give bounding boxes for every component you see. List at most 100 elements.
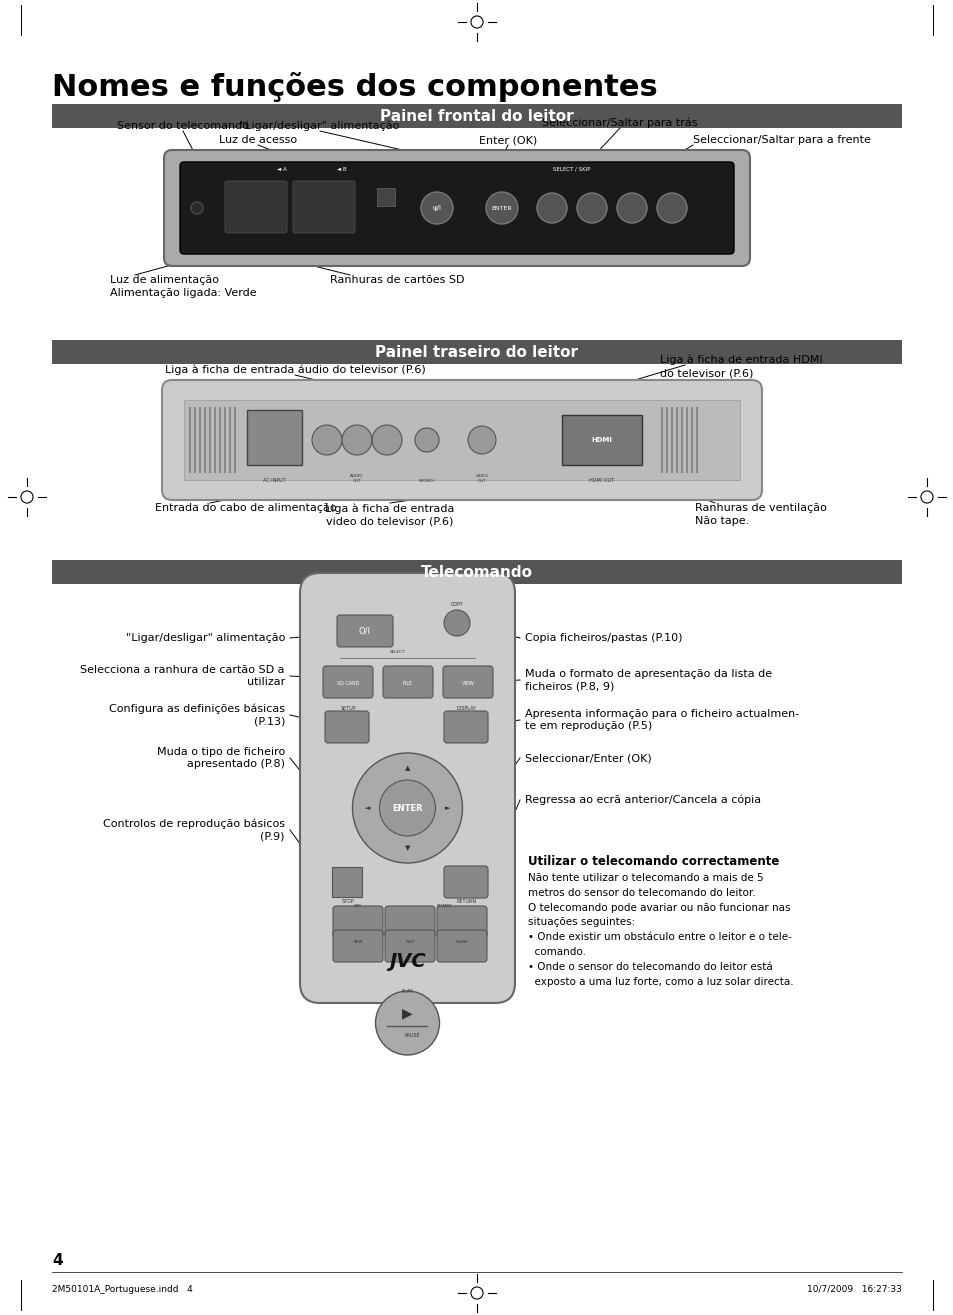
FancyBboxPatch shape: [299, 573, 515, 1003]
FancyBboxPatch shape: [561, 416, 641, 466]
Text: JVC: JVC: [389, 952, 425, 970]
Text: AC INPUT: AC INPUT: [262, 477, 285, 483]
Text: ψ/I: ψ/I: [432, 205, 441, 210]
Text: STOP: STOP: [341, 899, 354, 903]
Circle shape: [341, 425, 372, 455]
Text: Utilizar o telecomando correctamente: Utilizar o telecomando correctamente: [527, 855, 779, 868]
FancyBboxPatch shape: [52, 104, 901, 128]
Text: Copia ficheiros/pastas (P.10): Copia ficheiros/pastas (P.10): [524, 633, 681, 643]
Text: SELECT: SELECT: [390, 650, 405, 654]
Text: Luz de alimentação: Luz de alimentação: [110, 275, 219, 285]
FancyBboxPatch shape: [52, 560, 901, 584]
Text: SLOW: SLOW: [456, 940, 468, 944]
Circle shape: [577, 193, 606, 224]
Text: FILE: FILE: [402, 680, 413, 685]
Text: ◄ A: ◄ A: [276, 167, 287, 172]
FancyBboxPatch shape: [52, 341, 901, 364]
Text: ROTATE: ROTATE: [436, 903, 453, 907]
Text: VIEW: VIEW: [461, 680, 474, 685]
Text: Luz de acesso: Luz de acesso: [218, 135, 296, 145]
Text: REW: REW: [353, 940, 362, 944]
FancyBboxPatch shape: [376, 188, 395, 206]
Text: "Ligar/desligar" alimentação: "Ligar/desligar" alimentação: [126, 633, 285, 643]
FancyBboxPatch shape: [443, 867, 488, 898]
Text: SKP: SKP: [354, 903, 361, 907]
Text: Muda o formato de apresentação da lista de
ficheiros (P.8, 9): Muda o formato de apresentação da lista …: [524, 669, 771, 692]
Text: "Ligar/desligar" alimentação: "Ligar/desligar" alimentação: [240, 121, 399, 132]
Text: ▼: ▼: [404, 846, 410, 851]
Text: PLAY: PLAY: [401, 989, 413, 994]
FancyBboxPatch shape: [332, 867, 361, 897]
Text: HDMI OUT: HDMI OUT: [589, 477, 614, 483]
Text: Configura as definições básicas
(P.13): Configura as definições básicas (P.13): [109, 704, 285, 726]
FancyBboxPatch shape: [436, 930, 486, 963]
Text: (MONO): (MONO): [418, 479, 435, 483]
Text: Ranhuras de ventilação: Ranhuras de ventilação: [695, 504, 826, 513]
Circle shape: [372, 425, 401, 455]
Text: Regressa ao ecrã anterior/Cancela a cópia: Regressa ao ecrã anterior/Cancela a cópi…: [524, 794, 760, 805]
FancyBboxPatch shape: [162, 380, 761, 500]
Text: Seleccionar/Saltar para trás: Seleccionar/Saltar para trás: [541, 117, 697, 128]
Text: ►: ►: [444, 805, 450, 811]
Circle shape: [617, 193, 646, 224]
Circle shape: [537, 193, 566, 224]
Text: 2M50101A_Portuguese.indd   4: 2M50101A_Portuguese.indd 4: [52, 1285, 193, 1294]
Text: Liga à ficha de entrada áudio do televisor (P.6): Liga à ficha de entrada áudio do televis…: [165, 364, 425, 375]
Circle shape: [468, 426, 496, 454]
Text: COPY: COPY: [450, 602, 463, 608]
Text: Selecciona a ranhura de cartão SD a
utilizar: Selecciona a ranhura de cartão SD a util…: [80, 665, 285, 688]
Circle shape: [375, 992, 439, 1055]
Text: do televisor (P.6): do televisor (P.6): [659, 368, 753, 377]
Circle shape: [191, 203, 203, 214]
Text: Seleccionar/Enter (OK): Seleccionar/Enter (OK): [524, 753, 651, 763]
Text: SELECT / SKIP: SELECT / SKIP: [553, 166, 590, 171]
FancyBboxPatch shape: [442, 665, 493, 698]
Text: ▲: ▲: [404, 765, 410, 771]
Text: PAUSE: PAUSE: [404, 1034, 420, 1038]
Circle shape: [485, 192, 517, 224]
FancyBboxPatch shape: [323, 665, 373, 698]
FancyBboxPatch shape: [325, 711, 369, 743]
FancyBboxPatch shape: [436, 906, 486, 938]
FancyBboxPatch shape: [247, 410, 302, 466]
Text: 10/7/2009   16:27:33: 10/7/2009 16:27:33: [806, 1285, 901, 1294]
Text: ENTER: ENTER: [392, 803, 422, 813]
FancyBboxPatch shape: [385, 930, 435, 963]
Text: FWD: FWD: [405, 940, 415, 944]
Text: ▶: ▶: [402, 1006, 413, 1020]
FancyBboxPatch shape: [293, 181, 355, 233]
Text: DISPLAY: DISPLAY: [456, 706, 476, 711]
FancyBboxPatch shape: [382, 665, 433, 698]
Text: Não tente utilizar o telecomando a mais de 5
metros do sensor do telecomando do : Não tente utilizar o telecomando a mais …: [527, 873, 793, 986]
Circle shape: [657, 193, 686, 224]
Circle shape: [352, 753, 462, 863]
Text: SETUP: SETUP: [340, 706, 355, 711]
FancyBboxPatch shape: [443, 711, 488, 743]
Text: Seleccionar/Saltar para a frente: Seleccionar/Saltar para a frente: [692, 135, 870, 145]
FancyBboxPatch shape: [184, 400, 740, 480]
Text: Nomes e funções dos componentes: Nomes e funções dos componentes: [52, 72, 657, 103]
FancyBboxPatch shape: [225, 181, 287, 233]
Text: Muda o tipo de ficheiro
apresentado (P.8): Muda o tipo de ficheiro apresentado (P.8…: [156, 747, 285, 769]
FancyBboxPatch shape: [164, 150, 749, 266]
FancyBboxPatch shape: [385, 906, 435, 938]
Text: Liga à ficha de entrada HDMI: Liga à ficha de entrada HDMI: [659, 355, 821, 366]
Text: 4: 4: [52, 1253, 63, 1268]
FancyBboxPatch shape: [180, 162, 733, 254]
FancyBboxPatch shape: [336, 615, 393, 647]
Text: Enter (OK): Enter (OK): [478, 135, 537, 145]
FancyBboxPatch shape: [333, 906, 382, 938]
Text: ◄: ◄: [364, 805, 370, 811]
Text: ENTER: ENTER: [491, 205, 512, 210]
Circle shape: [312, 425, 341, 455]
Text: Painel traseiro do leitor: Painel traseiro do leitor: [375, 345, 578, 359]
Text: Apresenta informação para o ficheiro actualmen-
te em reprodução (P.5): Apresenta informação para o ficheiro act…: [524, 709, 799, 731]
FancyBboxPatch shape: [333, 930, 382, 963]
Text: Alimentação ligada: Verde: Alimentação ligada: Verde: [110, 288, 256, 299]
Text: video do televisor (P.6): video do televisor (P.6): [326, 515, 454, 526]
Text: SD CARD: SD CARD: [336, 680, 358, 685]
Text: Sensor do telecomando: Sensor do telecomando: [117, 121, 249, 132]
Text: RETURN: RETURN: [456, 899, 476, 903]
Text: Telecomando: Telecomando: [420, 564, 533, 580]
Circle shape: [443, 610, 470, 636]
